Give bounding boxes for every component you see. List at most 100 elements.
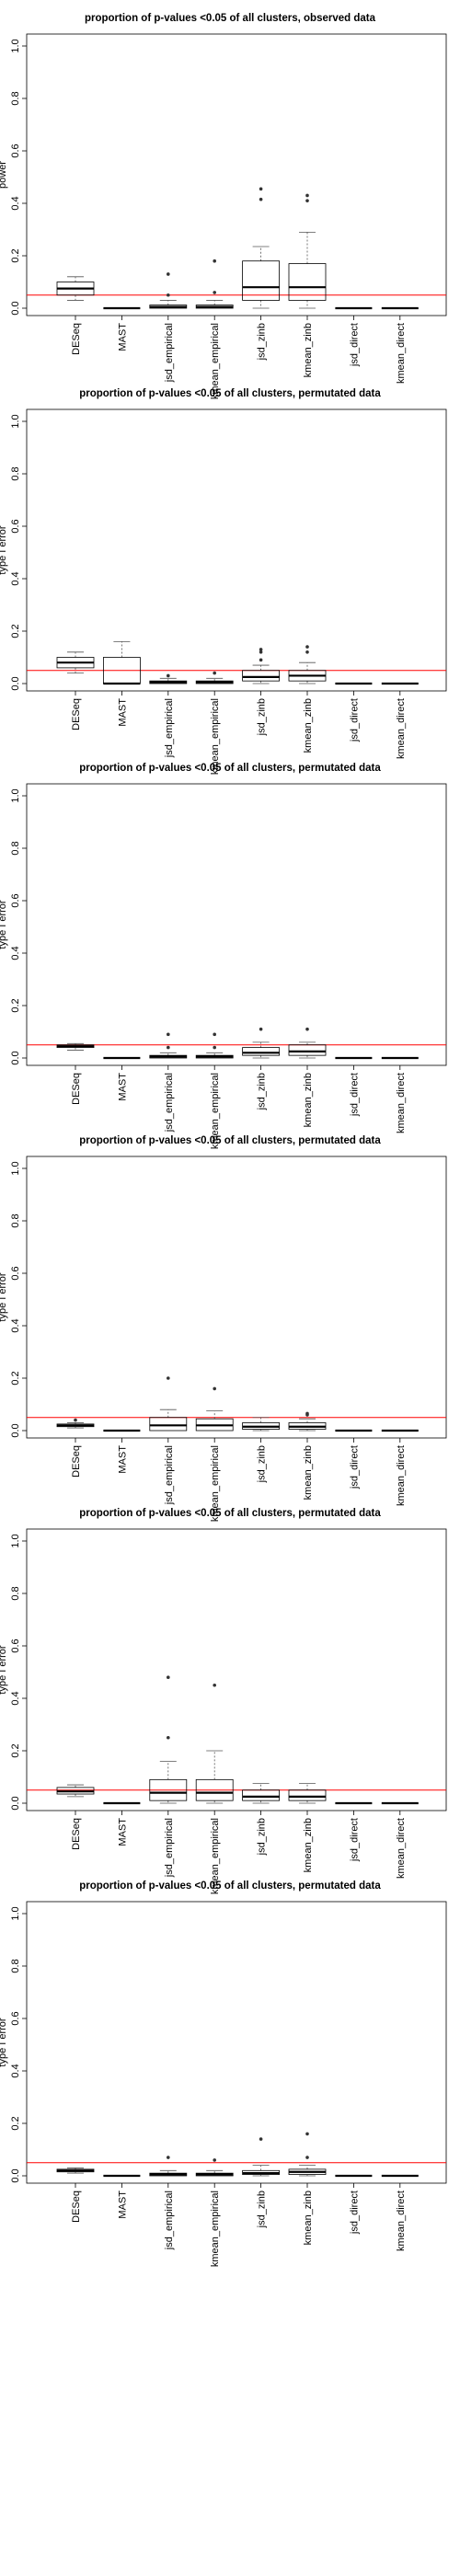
y-axis-label: type I error [0,1272,8,1322]
box-body [288,1789,327,1801]
y-tick-label: 0.0 [10,1423,21,1437]
outlier-point [213,1045,216,1050]
box-MAST: MAST [103,1429,141,1474]
y-tick-label: 0.0 [10,301,21,315]
box-DESeq: DESeq [56,2168,95,2223]
box-kmean_direct: kmean_direct [381,1056,419,1133]
chart-panel-3: proportion of p-values <0.05 of all clus… [0,763,447,1149]
x-tick-label: DESeq [71,2191,82,2223]
y-tick-label: 0.4 [10,1318,21,1332]
y-tick-label: 0.8 [10,1213,21,1227]
x-tick-label: MAST [117,1818,128,1846]
box-jsd_direct: jsd_direct [335,1056,373,1117]
plot-frame [26,408,447,692]
box-kmean_zinb: kmean_zinb [288,193,327,377]
outlier-point [259,1027,263,1031]
box-jsd_empirical: jsd_empirical [149,1675,188,1878]
outlier-point [213,1683,216,1687]
x-tick-label: kmean_direct [396,1818,407,1879]
y-axis-label: type I error [0,900,8,949]
outlier-point [305,1027,309,1031]
x-tick-label: kmean_empirical [210,1073,221,1149]
box-jsd_zinb: jsd_zinb [242,1027,281,1110]
plot-frame [26,1528,447,1811]
box-jsd_zinb: jsd_zinb [242,187,281,361]
box-DESeq: DESeq [56,651,95,730]
y-tick-label: 0.0 [10,2168,21,2182]
box-DESeq: DESeq [56,1418,95,1478]
outlier-point [305,1411,309,1416]
y-tick-label: 0.2 [10,1743,21,1757]
y-tick-label: 0.2 [10,998,21,1012]
box-jsd_zinb: jsd_zinb [242,2137,281,2228]
x-tick-label: jsd_empirical [164,1445,175,1505]
box-body [242,1047,281,1056]
x-tick-label: jsd_empirical [164,323,175,383]
x-tick-label: kmean_empirical [210,698,221,775]
y-axis-label: type I error [0,1645,8,1695]
box-kmean_direct: kmean_direct [381,306,419,384]
x-tick-label: kmean_direct [396,1445,407,1506]
outlier-point [305,645,309,649]
box-MAST: MAST [103,1056,141,1101]
x-tick-label: jsd_direct [349,2191,360,2235]
x-tick-label: kmean_zinb [303,323,314,377]
box-kmean_empirical: kmean_empirical [195,1386,234,1522]
box-kmean_direct: kmean_direct [381,2174,419,2251]
box-MAST: MAST [103,2174,141,2219]
plot-frame [26,1156,447,1439]
chart-title: proportion of p-values <0.05 of all clus… [79,1508,381,1519]
box-jsd_empirical: jsd_empirical [149,673,188,758]
x-tick-label: jsd_direct [349,698,360,742]
box-DESeq: DESeq [56,1784,95,1850]
y-tick-label: 0.8 [10,1959,21,1972]
chart-panel-1: proportion of p-values <0.05 of all clus… [0,13,447,399]
x-tick-label: jsd_zinb [257,1818,268,1856]
box-jsd_empirical: jsd_empirical [149,1376,188,1505]
chart-title: proportion of p-values <0.05 of all clus… [79,1880,381,1892]
x-tick-label: jsd_direct [349,1445,360,1489]
outlier-point [259,187,263,191]
y-tick-label: 0.0 [10,1796,21,1810]
y-tick-label: 0.2 [10,624,21,638]
outlier-point [305,650,309,654]
y-axis-label: power [0,161,8,189]
box-kmean_empirical: kmean_empirical [195,1683,234,1894]
y-tick-label: 1.0 [10,414,21,428]
x-tick-label: DESeq [71,1073,82,1105]
outlier-point [305,2156,309,2159]
box-kmean_direct: kmean_direct [381,1801,419,1879]
chart-title: proportion of p-values <0.05 of all clus… [85,13,376,24]
box-kmean_empirical: kmean_empirical [195,259,234,399]
y-tick-label: 1.0 [10,788,21,802]
y-tick-label: 0.8 [10,841,21,855]
box-kmean_zinb: kmean_zinb [288,1027,327,1127]
box-body [149,1778,188,1801]
x-tick-label: MAST [117,1073,128,1101]
chart-panel-6: proportion of p-values <0.05 of all clus… [0,1880,447,2267]
x-tick-label: kmean_empirical [210,1445,221,1522]
outlier-point [213,671,216,675]
x-tick-label: MAST [117,1445,128,1474]
y-tick-label: 0.2 [10,2116,21,2130]
x-tick-label: kmean_zinb [303,1818,314,1872]
outlier-point [259,658,263,662]
x-tick-label: kmean_empirical [210,2191,221,2267]
box-jsd_empirical: jsd_empirical [149,272,188,383]
y-tick-label: 0.4 [10,571,21,585]
outlier-point [213,1032,216,1037]
box-body [149,1417,188,1432]
box-MAST: MAST [103,306,141,351]
y-tick-label: 0.8 [10,91,21,105]
y-tick-label: 0.6 [10,144,21,157]
box-kmean_direct: kmean_direct [381,682,419,759]
x-tick-label: jsd_zinb [257,1073,268,1110]
box-DESeq: DESeq [56,276,95,355]
x-tick-label: jsd_zinb [257,1445,268,1483]
box-kmean_empirical: kmean_empirical [195,671,234,775]
box-jsd_direct: jsd_direct [335,1801,373,1862]
x-tick-label: jsd_direct [349,1073,360,1117]
chart-panel-4: proportion of p-values <0.05 of all clus… [0,1135,447,1522]
x-tick-label: jsd_zinb [257,2191,268,2228]
